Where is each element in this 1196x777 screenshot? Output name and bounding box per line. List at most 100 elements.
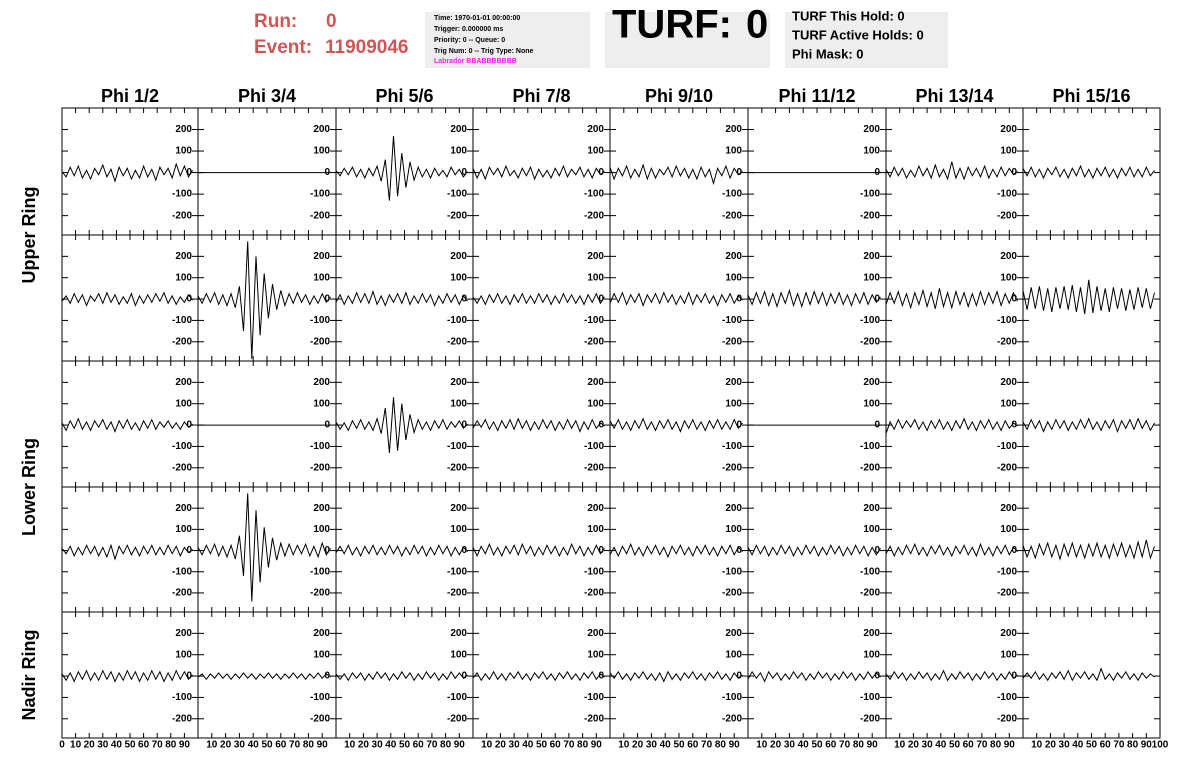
y-tick-label: -100 bbox=[860, 566, 880, 577]
x-tick-label: 40 bbox=[248, 740, 260, 751]
column-header: Phi 11/12 bbox=[778, 86, 855, 106]
y-tick-label: 200 bbox=[863, 628, 880, 639]
y-tick-label: 100 bbox=[587, 272, 604, 283]
y-tick-label: -200 bbox=[860, 336, 880, 347]
x-tick-label: 50 bbox=[811, 740, 823, 751]
info-line: Time: 1970-01-01 00:00:00 bbox=[434, 15, 520, 22]
waveform bbox=[885, 542, 1018, 558]
x-tick-label: 60 bbox=[138, 740, 150, 751]
y-tick-label: 200 bbox=[863, 377, 880, 388]
y-tick-label: 200 bbox=[1000, 377, 1017, 388]
column-header: Phi 1/2 bbox=[101, 86, 159, 106]
y-tick-label: 100 bbox=[175, 146, 192, 157]
y-tick-label: 100 bbox=[313, 398, 330, 409]
y-tick-label: -200 bbox=[310, 588, 330, 599]
y-tick-label: 100 bbox=[450, 398, 467, 409]
y-tick-label: -200 bbox=[447, 588, 467, 599]
y-tick-label: 100 bbox=[725, 649, 742, 660]
x-tick-label: 90 bbox=[867, 740, 879, 751]
row-label: Nadir Ring bbox=[19, 629, 39, 720]
labrador: Labrador BBABBBBBBB bbox=[434, 58, 517, 65]
y-tick-label: 100 bbox=[725, 146, 742, 157]
y-tick-label: 0 bbox=[461, 545, 467, 556]
x-tick-label: 30 bbox=[646, 740, 658, 751]
y-tick-label: 100 bbox=[175, 398, 192, 409]
x-tick-label: 80 bbox=[303, 740, 315, 751]
waveform bbox=[61, 162, 194, 183]
x-tick-label: 60 bbox=[825, 740, 837, 751]
x-tick-label: 80 bbox=[577, 740, 589, 751]
waveform bbox=[335, 670, 468, 682]
waveform bbox=[61, 543, 193, 561]
y-tick-label: 0 bbox=[874, 294, 880, 305]
y-tick-label: -100 bbox=[310, 441, 330, 452]
x-tick-label: 70 bbox=[152, 740, 164, 751]
y-tick-label: -200 bbox=[997, 336, 1017, 347]
x-tick-label: 20 bbox=[1045, 740, 1057, 751]
y-tick-label: 0 bbox=[461, 671, 467, 682]
y-tick-label: 200 bbox=[725, 124, 742, 135]
turf-box bbox=[605, 12, 770, 68]
x-tick-label: 20 bbox=[632, 740, 644, 751]
y-tick-label: 100 bbox=[1000, 524, 1017, 535]
y-tick-label: -100 bbox=[310, 189, 330, 200]
y-tick-label: -100 bbox=[722, 566, 742, 577]
y-tick-label: 200 bbox=[313, 503, 330, 514]
waveform bbox=[1022, 417, 1155, 433]
waveform bbox=[335, 290, 468, 307]
y-tick-label: 100 bbox=[587, 524, 604, 535]
turf: 0 bbox=[746, 3, 768, 47]
x-tick-label: 80 bbox=[715, 740, 727, 751]
y-tick-label: 100 bbox=[1000, 272, 1017, 283]
y-tick-label: -100 bbox=[172, 315, 192, 326]
y-tick-label: 200 bbox=[863, 124, 880, 135]
y-tick-label: -200 bbox=[584, 713, 604, 724]
y-tick-label: -200 bbox=[722, 713, 742, 724]
y-tick-label: -200 bbox=[584, 210, 604, 221]
y-tick-label: 100 bbox=[313, 272, 330, 283]
y-tick-label: 200 bbox=[587, 124, 604, 135]
panel-frame bbox=[1022, 360, 1161, 488]
y-tick-label: -200 bbox=[447, 462, 467, 473]
waveform bbox=[747, 544, 881, 558]
x-tick-label: 10 bbox=[1031, 740, 1043, 751]
run-label: Run: bbox=[254, 11, 297, 32]
y-tick-label: -100 bbox=[997, 566, 1017, 577]
y-tick-label: -100 bbox=[447, 692, 467, 703]
y-tick-label: -100 bbox=[310, 692, 330, 703]
y-tick-label: -100 bbox=[722, 441, 742, 452]
y-tick-label: 200 bbox=[313, 251, 330, 262]
y-tick-label: -200 bbox=[310, 210, 330, 221]
y-tick-label: 200 bbox=[313, 124, 330, 135]
x-tick-label: 70 bbox=[1113, 740, 1125, 751]
y-tick-label: 100 bbox=[1000, 649, 1017, 660]
y-tick-label: -200 bbox=[584, 462, 604, 473]
y-tick-label: -200 bbox=[722, 588, 742, 599]
y-tick-label: -200 bbox=[310, 462, 330, 473]
info-box bbox=[425, 12, 590, 68]
y-tick-label: 100 bbox=[587, 398, 604, 409]
x-tick-label: 20 bbox=[358, 740, 370, 751]
y-tick-label: 0 bbox=[186, 167, 192, 178]
y-tick-label: 200 bbox=[587, 251, 604, 262]
y-tick-label: -100 bbox=[584, 566, 604, 577]
y-tick-label: 100 bbox=[313, 146, 330, 157]
y-tick-label: 0 bbox=[186, 294, 192, 305]
y-tick-label: 100 bbox=[313, 649, 330, 660]
info-line: Trigger: 0.000000 ms bbox=[434, 26, 503, 33]
y-tick-label: 200 bbox=[725, 503, 742, 514]
x-tick-label: 40 bbox=[935, 740, 947, 751]
y-tick-label: -200 bbox=[172, 713, 192, 724]
y-tick-label: -200 bbox=[172, 462, 192, 473]
y-tick-label: 200 bbox=[313, 628, 330, 639]
y-tick-label: 0 bbox=[461, 294, 467, 305]
y-tick-label: 200 bbox=[1000, 503, 1017, 514]
y-tick-label: 200 bbox=[863, 251, 880, 262]
waveform bbox=[885, 288, 1018, 310]
waveform bbox=[609, 291, 743, 307]
y-tick-label: -200 bbox=[997, 210, 1017, 221]
y-tick-label: 0 bbox=[324, 294, 330, 305]
y-tick-label: -100 bbox=[997, 315, 1017, 326]
waveform bbox=[609, 542, 743, 559]
